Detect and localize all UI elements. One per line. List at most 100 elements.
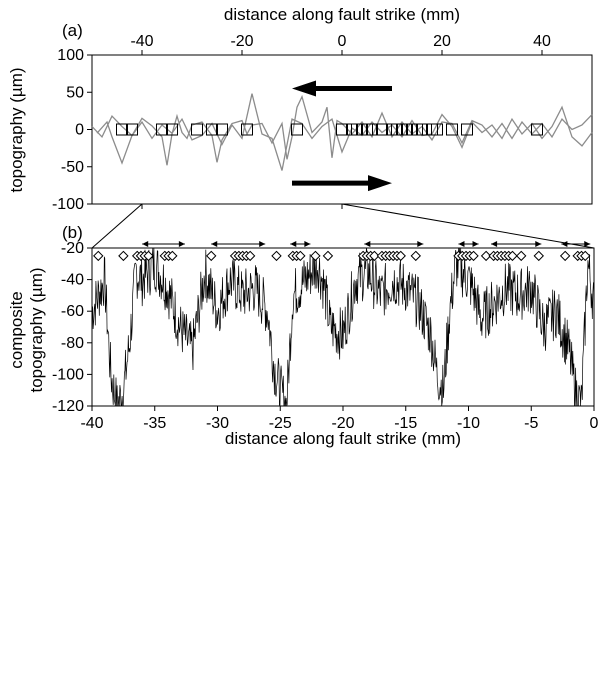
panel-b-range-arrow-head-right bbox=[535, 241, 542, 247]
panel-b-x-tick-label: 0 bbox=[590, 415, 599, 432]
panel-b-x-tick-label: -40 bbox=[80, 415, 103, 432]
panel-b-diamond-marker bbox=[559, 250, 571, 262]
panel-a-y-tick-label: 50 bbox=[66, 84, 84, 101]
panel-b-diamond-marker bbox=[118, 250, 129, 262]
panel-a-series-group bbox=[91, 93, 593, 171]
panel-a-square-marker bbox=[126, 123, 138, 136]
panel-a-square-marker bbox=[366, 123, 378, 136]
panel-b-range-arrow-head-left bbox=[561, 241, 568, 247]
panel-b-diamond-marker bbox=[533, 250, 544, 262]
panel-b-range-arrow-head-right bbox=[584, 241, 591, 247]
panel-a-square-marker bbox=[116, 123, 128, 136]
zoom-connector-left bbox=[91, 203, 143, 249]
panel-b-x-tick-label: -30 bbox=[206, 415, 229, 432]
panel-a-x-tick-label: 20 bbox=[433, 33, 451, 50]
panel-b-diamond-marker bbox=[310, 250, 321, 262]
panel-a-y-tick-label: -100 bbox=[52, 196, 84, 213]
panel-b-diamond-marker bbox=[271, 250, 282, 262]
panel-b-diamond-marker bbox=[143, 250, 154, 262]
panel-b-diamond-group bbox=[93, 250, 591, 262]
panel-b-diamond-marker bbox=[206, 250, 217, 262]
panel-a-square-marker bbox=[416, 123, 428, 136]
panel-a-square-marker bbox=[461, 123, 473, 136]
panel-b-x-tick-label: -15 bbox=[394, 415, 417, 432]
panel-a-square-marker bbox=[376, 123, 388, 136]
panel-a-x-tick-label: 40 bbox=[533, 33, 551, 50]
panel-b-y-tick-label: -80 bbox=[61, 335, 84, 352]
panel-b-range-arrow-group bbox=[142, 241, 591, 247]
panel-a-direction-arrow-head bbox=[292, 80, 316, 97]
panel-a-x-tick-label: -40 bbox=[130, 33, 153, 50]
panel-b-diamond-marker bbox=[93, 250, 104, 262]
panel-b-range-arrow-head-right bbox=[259, 241, 266, 247]
panel-b-range-arrow-head-left bbox=[364, 241, 371, 247]
panel-b-range-arrow-head-right bbox=[472, 241, 479, 247]
panel-b-x-axis-title: distance along fault strike (mm) bbox=[225, 429, 461, 448]
panel-b-diamond-marker bbox=[516, 250, 527, 262]
panel-a-profile-2 bbox=[91, 93, 593, 171]
zoom-connector-right bbox=[341, 203, 595, 249]
panel-b-range-arrow-head-right bbox=[417, 241, 424, 247]
panel-b-range-arrow-head-right bbox=[304, 241, 311, 247]
panel-b-range-arrow-head-right bbox=[178, 241, 185, 247]
panel-a-profile-1 bbox=[96, 94, 593, 166]
panel-b-x-tick-label: -20 bbox=[331, 415, 354, 432]
panel-b-y-tick-label: -100 bbox=[52, 366, 84, 383]
panel-b-y-tick-label: -60 bbox=[61, 303, 84, 320]
panel-a-square-marker bbox=[431, 123, 443, 136]
panel-a-direction-arrow-head bbox=[368, 175, 392, 192]
panel-b-x-tick-label: -35 bbox=[143, 415, 166, 432]
panel-b-x-tick-label: -10 bbox=[457, 415, 480, 432]
panel-a-square-marker bbox=[191, 123, 203, 136]
panel-a-label: (a) bbox=[62, 21, 83, 40]
panel-b-composite-trace bbox=[91, 247, 595, 408]
panel-a-x-tick-label: 0 bbox=[338, 33, 347, 50]
panel-b-y-axis-title-line2: topography (µm) bbox=[27, 267, 46, 392]
panel-a-y-axis-title: topography (µm) bbox=[7, 67, 26, 192]
panel-b-diamond-marker bbox=[244, 250, 256, 262]
panel-a-arrow-group bbox=[292, 80, 392, 192]
panel-b-x-tick-label: -25 bbox=[269, 415, 292, 432]
panel-a-square-marker bbox=[241, 123, 253, 136]
panel-b-diamond-marker bbox=[395, 250, 406, 262]
panel-b-axes: -40 -35 -30 -25 -20 -15 -10 -5 0 -20 -40 -60 -80 -100… bbox=[52, 240, 599, 432]
panel-a-square-marker bbox=[206, 123, 218, 136]
panel-b-range-arrow-head-left bbox=[491, 241, 498, 247]
panel-b-y-tick-label: -20 bbox=[61, 240, 84, 257]
panel-b-diamond-marker bbox=[369, 250, 380, 262]
zoom-connector-group bbox=[91, 203, 595, 249]
panel-a-axes: -40 -20 0 20 40 100 50 0 -50 -100 bbox=[52, 33, 551, 213]
panel-a-square-marker bbox=[156, 123, 168, 136]
panel-b-trace-group bbox=[91, 247, 595, 408]
panel-a-y-tick-label: 0 bbox=[75, 122, 84, 139]
panel-b-diamond-marker bbox=[322, 250, 334, 262]
panel-a-square-marker bbox=[446, 123, 458, 136]
panel-a-square-marker bbox=[216, 123, 228, 136]
panel-a-square-marker bbox=[531, 123, 543, 136]
panel-b-diamond-marker bbox=[507, 250, 518, 262]
panel-a-x-tick-label: -20 bbox=[230, 33, 253, 50]
panel-a-x-axis-title: distance along fault strike (mm) bbox=[224, 5, 460, 24]
panel-a-square-marker bbox=[336, 123, 348, 136]
panel-b-range-arrow-head-left bbox=[142, 241, 149, 247]
panel-b-y-axis-title-line1: composite bbox=[7, 291, 26, 368]
panel-a-square-marker bbox=[166, 123, 178, 136]
panel-b-diamond-marker bbox=[295, 250, 306, 262]
panel-b-diamond-marker bbox=[410, 250, 421, 262]
panel-b-diamond-marker bbox=[468, 250, 479, 262]
panel-a-y-tick-label: -50 bbox=[61, 159, 84, 176]
panel-a-marker-group bbox=[116, 123, 543, 136]
panel-b-range-arrow-head-left bbox=[290, 241, 297, 247]
panel-b-x-tick-label: -5 bbox=[524, 415, 538, 432]
panel-b-y-tick-label: -120 bbox=[52, 398, 84, 415]
panel-b-label: (b) bbox=[62, 223, 83, 242]
panel-b-diamond-marker bbox=[480, 250, 492, 262]
panel-a-square-marker bbox=[291, 123, 303, 136]
panel-a-y-tick-label: 100 bbox=[57, 47, 84, 64]
panel-b-range-arrow-head-left bbox=[458, 241, 465, 247]
panel-b-diamond-marker bbox=[580, 250, 591, 262]
panel-b-diamond-marker bbox=[167, 250, 178, 262]
panel-b-y-tick-label: -40 bbox=[61, 272, 84, 289]
panel-b-range-arrow-head-left bbox=[211, 241, 218, 247]
